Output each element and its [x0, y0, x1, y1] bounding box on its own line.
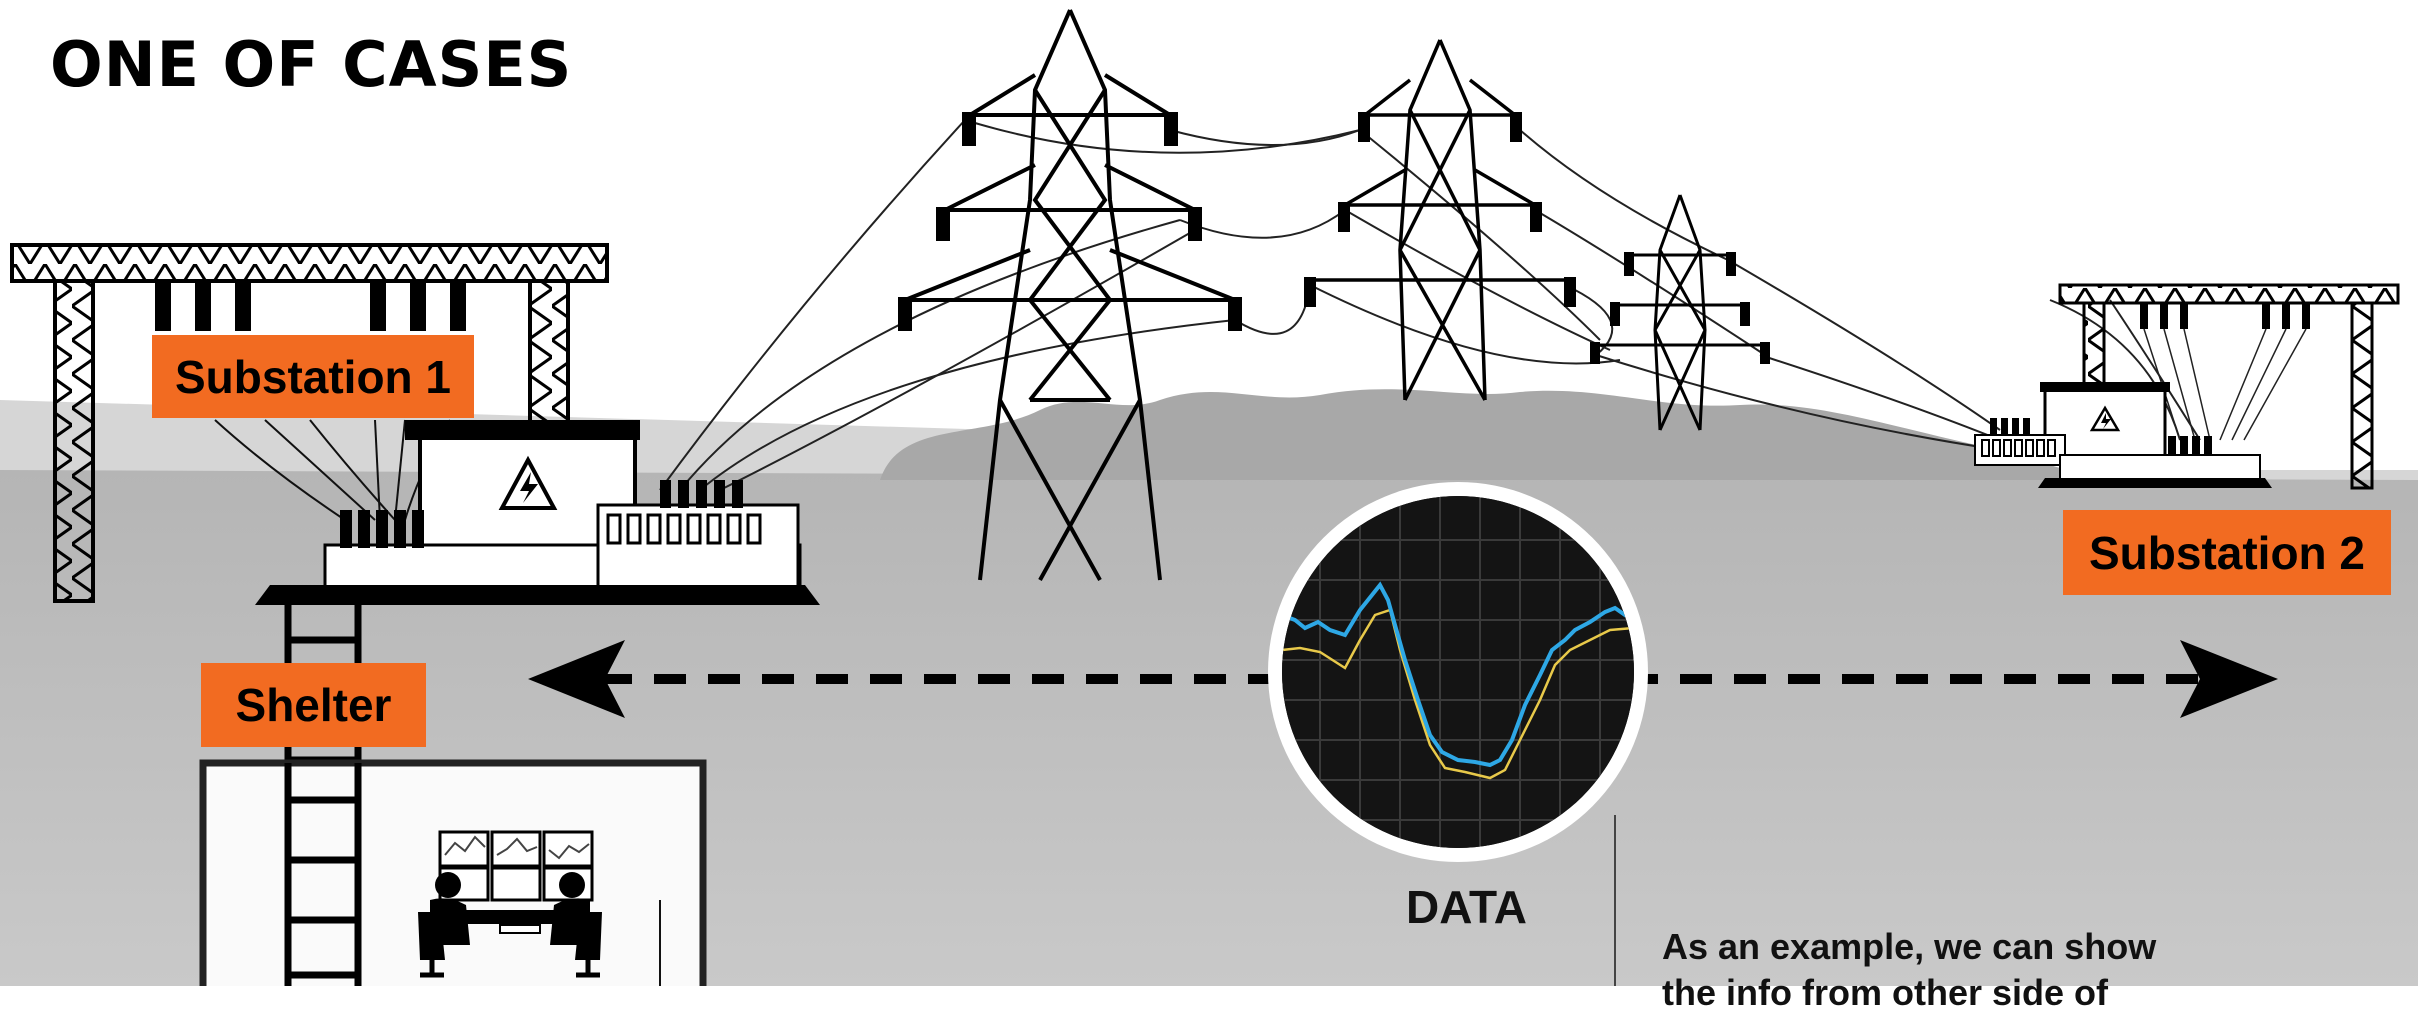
data-caption: DATA — [1406, 881, 1527, 933]
explanation-line-1: As an example, we can show — [1662, 926, 2157, 967]
data-flow-arrow — [528, 640, 2278, 718]
operators-icon — [418, 872, 602, 978]
insulators — [898, 112, 1242, 331]
power-lines — [659, 119, 2201, 491]
label-substation-1: Substation 1 — [152, 335, 474, 418]
data-graph-circle — [1268, 482, 1648, 862]
pylon-large — [904, 9, 1236, 581]
substation1-gantry — [10, 243, 609, 603]
lightning-icon — [498, 455, 558, 510]
pylon-medium — [1310, 39, 1570, 401]
scene-illustration — [0, 9, 2418, 986]
substation2 — [1974, 283, 2400, 490]
substation1-building — [255, 420, 820, 605]
explanation-line-2: the info from other side of — [1662, 972, 2108, 1013]
label-shelter: Shelter — [201, 663, 426, 747]
page-title: ONE OF CASES — [50, 28, 573, 101]
pylon-small — [1595, 194, 1765, 431]
shelter-room — [199, 759, 707, 986]
graph-line-blue — [1282, 581, 1634, 768]
graph-line-yellow — [1282, 608, 1634, 780]
explanation-text: As an example, we can show the info from… — [1662, 924, 2362, 1016]
label-substation-2: Substation 2 — [2063, 510, 2391, 595]
